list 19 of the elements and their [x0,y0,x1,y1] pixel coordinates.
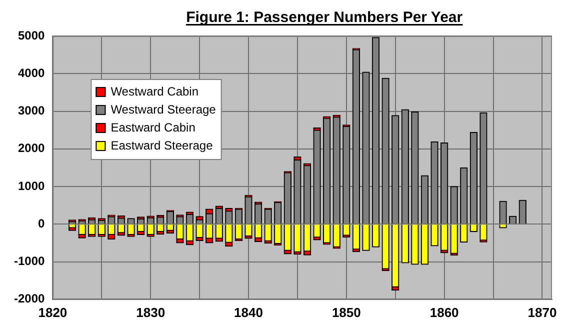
x-tick-label: 1850 [332,304,361,320]
y-tick-label: -2000 [14,292,46,306]
legend-label: Westward Cabin [110,84,199,98]
chart-title: Figure 1: Passenger Numbers Per Year [186,9,463,26]
x-tick-label: 1860 [430,304,459,320]
x-tick-label: 1840 [234,304,263,320]
legend-label: Eastward Cabin [110,120,196,134]
y-tick-label: 3000 [18,104,46,118]
x-tick-label: 1870 [528,304,557,320]
x-tick-label: 1830 [136,304,166,320]
y-tick-label: 5000 [18,28,46,42]
y-tick-label: 0 [38,216,46,230]
y-tick-label: -1000 [14,254,46,268]
legend-label: Westward Steerage [110,102,216,116]
y-tick-label: 2000 [18,141,46,156]
y-tick-label: 4000 [18,66,46,80]
x-tick-label: 1820 [38,304,68,320]
y-tick-label: 1000 [18,178,46,193]
legend-label: Eastward Steerage [110,138,214,152]
